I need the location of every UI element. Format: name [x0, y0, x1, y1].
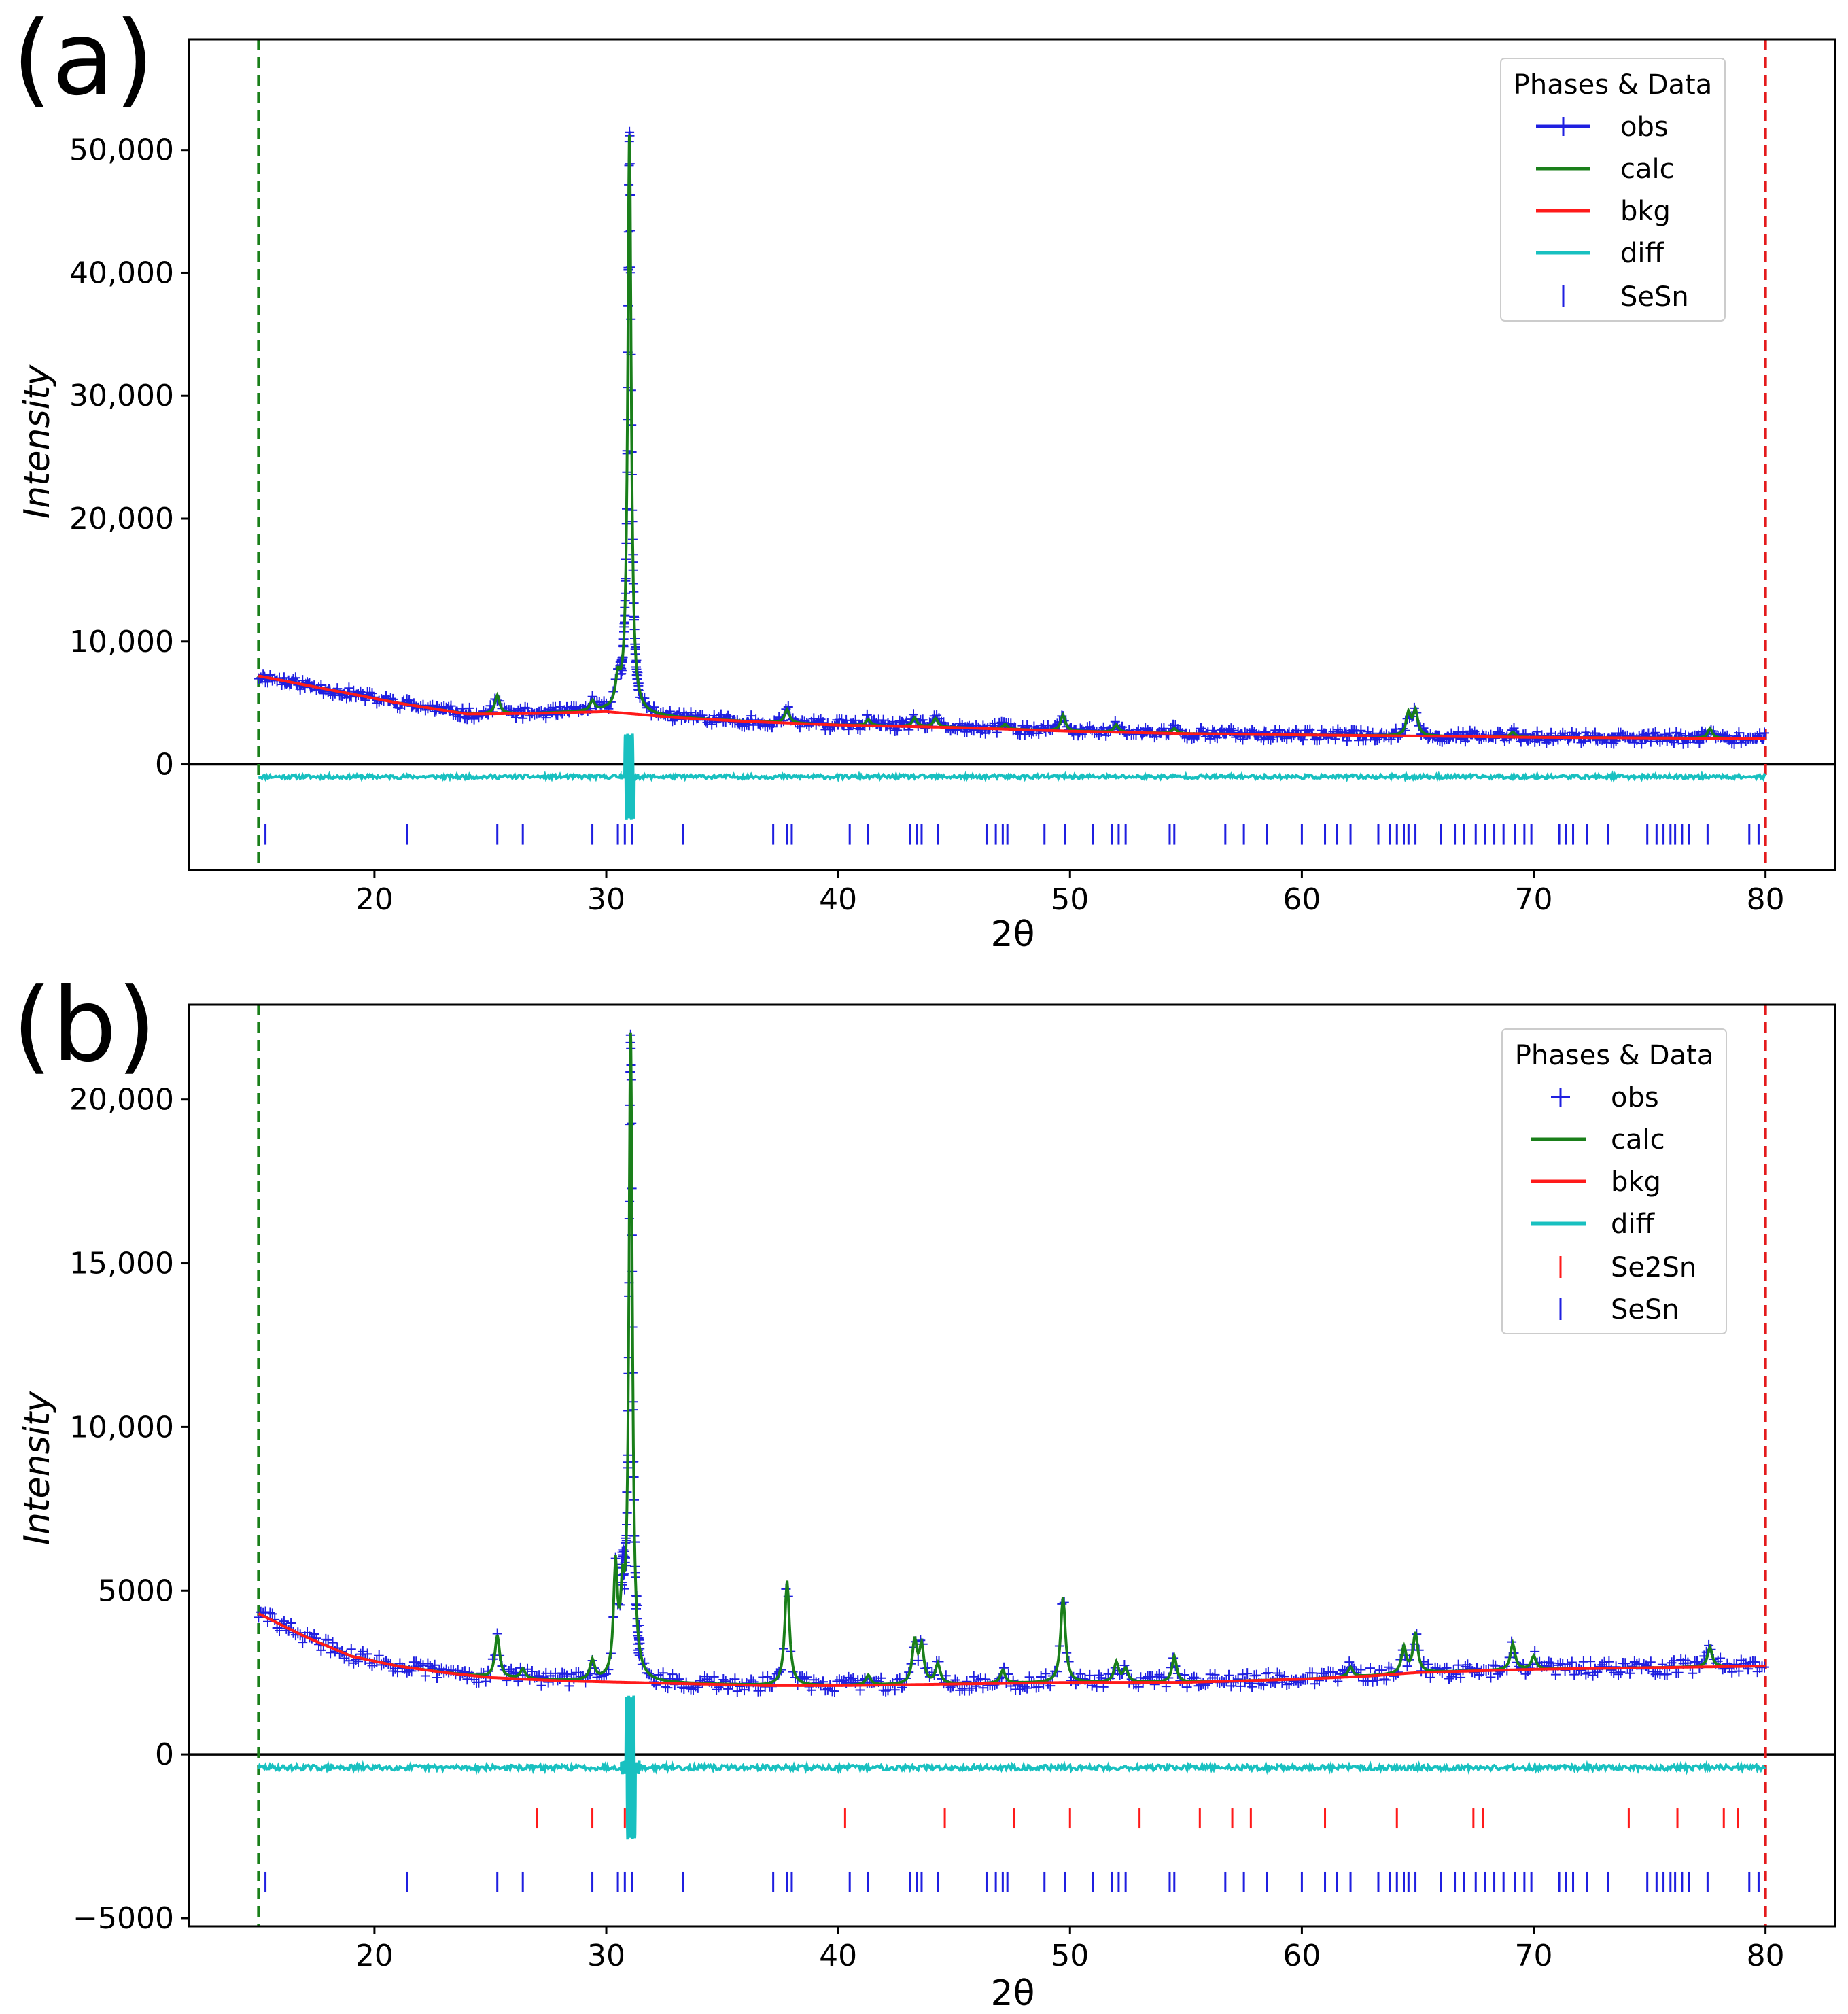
panel-a-x-tick-label: 80 [1747, 882, 1785, 917]
panel-b-legend-calc: calc [1531, 1124, 1665, 1156]
panel-b-x-tick-label: 50 [1051, 1939, 1089, 1973]
panel-a-legend-sesn-label: SeSn [1620, 281, 1689, 313]
panel-a-x-tick-label: 20 [355, 882, 394, 917]
panel-a-legend-sesn: SeSn [1562, 281, 1689, 313]
panel-a-legend-obs-label: obs [1620, 111, 1669, 143]
panel-a-legend: Phases & Data obs calc bkg diff SeSn [1500, 58, 1726, 322]
panel-b-diff-line [257, 1695, 1766, 1840]
panel-b-legend: Phases & Data obs calc bkg diff Se2Sn [1501, 1028, 1727, 1334]
panel-b-x-tick-label: 40 [819, 1939, 857, 1973]
panel-a-legend-diff-label: diff [1620, 238, 1665, 269]
panel-a: (a) Intensity 2θ 20 30 40 50 60 70 80010,00020… [12, 0, 1836, 955]
panel-b-legend-obs-label: obs [1611, 1082, 1659, 1113]
panel-b-x-tick-label: 60 [1283, 1939, 1321, 1973]
panel-a-y-tick-label: 40,000 [69, 256, 174, 290]
panel-a-legend-obs: obs [1536, 111, 1669, 143]
panel-a-bkg-line [258, 674, 1766, 740]
panel-a-y-tick-label: 50,000 [69, 133, 174, 168]
panel-a-y-tick-label: 10,000 [69, 625, 174, 659]
panel-a-legend-calc-label: calc [1620, 154, 1675, 185]
panel-a-x-axis-title: 2θ [991, 914, 1035, 955]
panel-a-frame [188, 38, 1836, 871]
panel-b-legend-obs-swatch [1551, 1088, 1570, 1107]
panel-b-y-tick-label: 10,000 [69, 1410, 174, 1444]
panel-a-legend-calc: calc [1536, 154, 1675, 185]
panel-a-legend-obs-plus-swatch [1554, 117, 1573, 136]
panel-b-bkg-line [258, 1612, 1766, 1687]
panel-b-frame [188, 1003, 1836, 1928]
panel-b-legend-sesn-label: SeSn [1611, 1294, 1679, 1325]
panel-b-y-tick-label: 5000 [98, 1574, 174, 1608]
panel-b-y-tick-label: 20,000 [69, 1083, 174, 1117]
panel-a-x-tick-label: 50 [1051, 882, 1089, 917]
panel-a-legend-diff: diff [1536, 238, 1665, 269]
panel-a-legend-box [1500, 58, 1726, 322]
panel-a-legend-title: Phases & Data [1514, 69, 1712, 101]
panel-b-y-tick-label: 15,000 [69, 1247, 174, 1281]
panel-a-x-tick-label: 40 [819, 882, 857, 917]
panel-b-legend-se2sn-label: Se2Sn [1611, 1252, 1696, 1283]
panel-b-x-tick-label: 70 [1515, 1939, 1553, 1973]
panel-b-legend-calc-label: calc [1611, 1124, 1665, 1156]
panel-a-axes: 20 30 40 50 60 70 80 0 10,000 20,000 30,000 40,000 5… [69, 133, 1785, 917]
panel-a-x-tick-label: 30 [587, 882, 625, 917]
panel-b-legend-se2sn: Se2Sn [1559, 1252, 1696, 1283]
panel-b-legend-diff: diff [1531, 1209, 1656, 1240]
panel-b-legend-bkg-label: bkg [1611, 1166, 1661, 1198]
panel-b-label: (b) [12, 967, 156, 1085]
panel-a-legend-bkg: bkg [1536, 196, 1671, 227]
panel-b-x-tick-label: 80 [1747, 1939, 1785, 1973]
panel-a-y-tick-label: 30,000 [69, 379, 174, 413]
panel-b-legend-diff-label: diff [1611, 1209, 1656, 1240]
panel-b-se2sn-reflections [536, 1808, 1739, 1829]
panel-a-y-axis-title: Intensity [17, 364, 58, 519]
panel-a-sesn-reflections [264, 824, 1760, 845]
panel-b-y-tick-label: 0 [155, 1737, 174, 1772]
panel-b-axes: 20 30 40 50 60 70 80 −5000 0 5000 10,000 15,000 20,0… [69, 1083, 1785, 1973]
panel-a-y-tick-label: 0 [155, 748, 174, 782]
panel-b-sesn-reflections [264, 1871, 1760, 1892]
panel-b-x-tick-label: 20 [355, 1939, 394, 1973]
panel-b-legend-sesn: SeSn [1559, 1294, 1679, 1325]
panel-b: (b) Intensity 2θ 20 30 40 50 60 70 80 −5000 0 500… [12, 967, 1836, 2014]
panel-b-x-axis-title: 2θ [991, 1973, 1035, 2014]
panel-a-plot-area [189, 39, 1835, 870]
panel-a-x-tick-label: 70 [1515, 882, 1553, 917]
panel-b-legend-bkg: bkg [1531, 1166, 1661, 1198]
panel-b-legend-title: Phases & Data [1515, 1040, 1713, 1071]
panel-b-plot-area [189, 1005, 1835, 1926]
panel-a-x-tick-label: 60 [1283, 882, 1321, 917]
panel-b-legend-obs: obs [1551, 1082, 1659, 1113]
panel-a-diff-line [258, 733, 1767, 820]
panel-b-legend-box [1501, 1028, 1727, 1334]
panel-a-label: (a) [12, 0, 154, 118]
panel-a-y-tick-label: 20,000 [69, 502, 174, 536]
panel-b-y-tick-label: −5000 [73, 1901, 174, 1936]
panel-a-legend-bkg-label: bkg [1620, 196, 1671, 227]
panel-b-x-tick-label: 30 [587, 1939, 625, 1973]
panel-b-y-axis-title: Intensity [17, 1391, 58, 1546]
